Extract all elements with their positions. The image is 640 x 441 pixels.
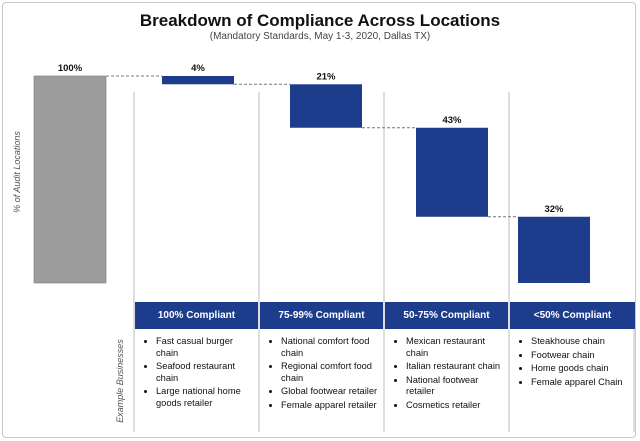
bar-value-label: 4% [191, 63, 205, 74]
chart-subtitle: (Mandatory Standards, May 1-3, 2020, Dal… [209, 31, 431, 42]
list-item: Steakhouse chain [531, 336, 629, 348]
list-item: National footwear retailer [406, 375, 504, 398]
category-header-75-99-compliant: 75-99% Compliant [260, 302, 383, 329]
list-item: Home goods chain [531, 363, 629, 375]
chart-title: Breakdown of Compliance Across Locations [139, 11, 501, 30]
total-bar [33, 75, 107, 284]
example-list-75-99-compliant: National comfort food chain Regional com… [267, 336, 379, 414]
waterfall-bar-3 [416, 127, 488, 217]
waterfall-bar-2 [290, 84, 362, 128]
bar-value-label: 43% [442, 115, 462, 126]
waterfall-bar-1 [162, 76, 234, 85]
category-header-50-75-compliant: 50-75% Compliant [385, 302, 508, 329]
list-item: Cosmetics retailer [406, 400, 504, 412]
list-item: Global footwear retailer [281, 386, 379, 398]
list-item: Female apparel Chain [531, 377, 629, 389]
list-item: Regional comfort food chain [281, 361, 379, 384]
list-item: Italian restaurant chain [406, 361, 504, 373]
example-list-under-50-compliant: Steakhouse chain Footwear chain Home goo… [517, 336, 629, 390]
example-list-100-compliant: Fast casual burger chain Seafood restaur… [142, 336, 254, 412]
bar-value-label: 21% [316, 71, 336, 82]
chart-frame [2, 2, 636, 438]
category-header-100-compliant: 100% Compliant [135, 302, 258, 329]
example-list-50-75-compliant: Mexican restaurant chain Italian restaur… [392, 336, 504, 414]
list-item: Large national home goods retailer [156, 386, 254, 409]
bar-value-label: 32% [544, 204, 564, 215]
category-header-under-50-compliant: <50% Compliant [510, 302, 635, 329]
list-item: Female apparel retailer [281, 400, 379, 412]
waterfall-bar-4 [518, 216, 590, 283]
list-item: National comfort food chain [281, 336, 379, 359]
list-item: Footwear chain [531, 350, 629, 362]
list-item: Mexican restaurant chain [406, 336, 504, 359]
total-bar-label: 100% [58, 63, 83, 74]
list-item: Seafood restaurant chain [156, 361, 254, 384]
list-item: Fast casual burger chain [156, 336, 254, 359]
